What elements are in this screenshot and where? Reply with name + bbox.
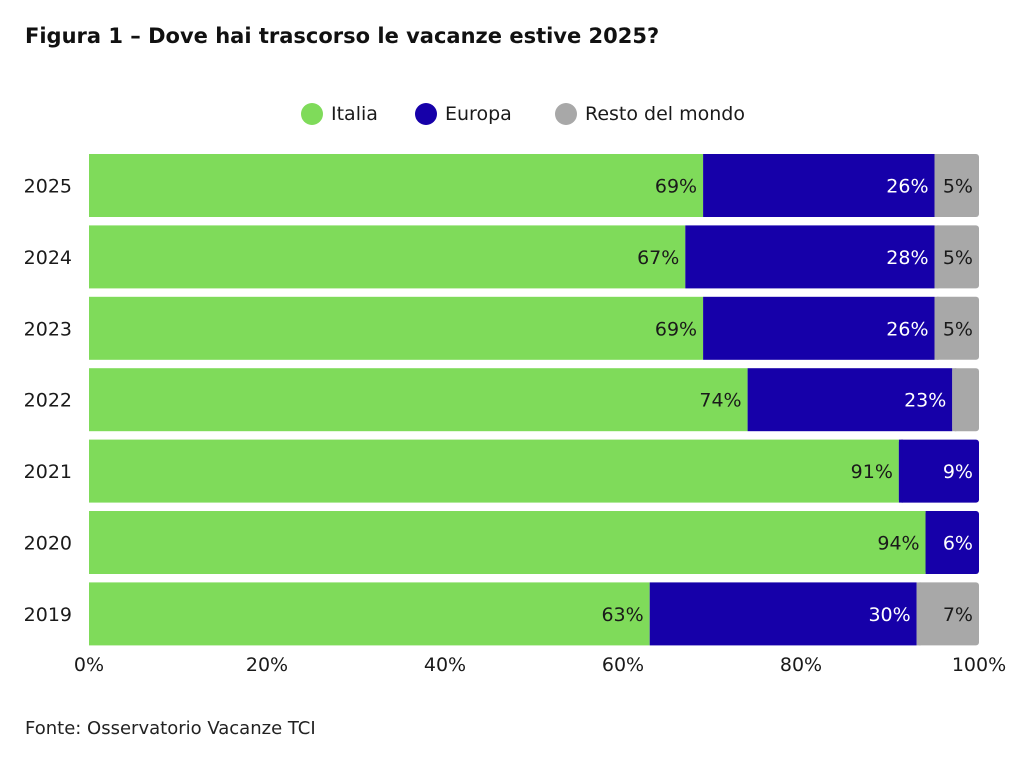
x-axis-ticks: 0% 20% 40% 60% 80% 100% bbox=[74, 654, 1006, 676]
legend-label-italia: Italia bbox=[331, 103, 378, 125]
y-tick-label-2021: 2021 bbox=[24, 461, 72, 483]
bar-2023-resto-del-mondo bbox=[934, 296, 979, 360]
bar-2022-europa bbox=[747, 368, 953, 432]
data-label-2022-italia: 74% bbox=[699, 390, 741, 412]
x-tick-label-3: 60% bbox=[602, 654, 644, 676]
y-axis-labels: 2025 2024 2023 2022 2021 2020 2019 bbox=[24, 176, 72, 626]
y-tick-label-2019: 2019 bbox=[24, 604, 72, 626]
data-label-2021-europa: 9% bbox=[943, 461, 973, 483]
bar-2021-europa bbox=[898, 439, 979, 503]
bar-2021-italia bbox=[89, 439, 899, 503]
bar-2019-resto-del-mondo-edge bbox=[916, 582, 921, 646]
bar-2020-europa-edge bbox=[925, 511, 930, 574]
y-tick-label-2022: 2022 bbox=[24, 390, 72, 412]
source-note: Fonte: Osservatorio Vacanze TCI bbox=[25, 718, 316, 739]
legend-marker-italia bbox=[301, 103, 323, 125]
bar-2024-resto-del-mondo bbox=[934, 225, 979, 289]
data-label-2024-resto-del-mondo: 5% bbox=[943, 247, 973, 269]
data-label-2021-italia: 91% bbox=[851, 461, 893, 483]
legend-label-resto-del-mondo: Resto del mondo bbox=[585, 103, 745, 125]
chart-title: Figura 1 – Dove hai trascorso le vacanze… bbox=[25, 24, 660, 48]
data-label-2023-europa: 26% bbox=[886, 318, 928, 340]
legend-marker-europa bbox=[415, 103, 437, 125]
y-tick-label-2025: 2025 bbox=[24, 176, 72, 198]
data-label-2019-resto-del-mondo: 7% bbox=[943, 604, 973, 626]
bar-2022-resto-del-mondo-edge bbox=[952, 368, 957, 432]
data-label-2020-europa: 6% bbox=[943, 533, 973, 555]
y-tick-label-2024: 2024 bbox=[24, 247, 72, 269]
bar-2024-italia bbox=[89, 225, 686, 289]
bar-2025-italia bbox=[89, 154, 704, 217]
data-label-2024-europa: 28% bbox=[886, 247, 928, 269]
bar-2020-italia bbox=[89, 511, 926, 574]
legend-label-europa: Europa bbox=[445, 103, 512, 125]
bar-2019-europa bbox=[649, 582, 917, 646]
x-tick-label-2: 40% bbox=[424, 654, 466, 676]
legend-marker-resto-del-mondo bbox=[555, 103, 577, 125]
y-tick-label-2020: 2020 bbox=[24, 533, 72, 555]
bar-2025-resto-del-mondo bbox=[934, 154, 979, 217]
x-tick-label-4: 80% bbox=[780, 654, 822, 676]
bar-2019-italia bbox=[89, 582, 650, 646]
data-label-2022-europa: 23% bbox=[904, 390, 946, 412]
data-label-2025-resto-del-mondo: 5% bbox=[943, 176, 973, 198]
bar-2020-europa bbox=[925, 511, 979, 574]
x-tick-label-0: 0% bbox=[74, 654, 104, 676]
bar-2019-resto-del-mondo bbox=[916, 582, 979, 646]
bar-2025-europa bbox=[703, 154, 935, 217]
bar-2022-italia bbox=[89, 368, 748, 432]
x-tick-label-5: 100% bbox=[952, 654, 1006, 676]
data-label-2023-resto-del-mondo: 5% bbox=[943, 318, 973, 340]
bar-2023-resto-del-mondo-edge bbox=[934, 296, 939, 360]
data-label-2020-italia: 94% bbox=[877, 533, 919, 555]
data-label-2019-europa: 30% bbox=[868, 604, 910, 626]
x-tick-label-1: 20% bbox=[246, 654, 288, 676]
data-label-2024-italia: 67% bbox=[637, 247, 679, 269]
data-label-2025-europa: 26% bbox=[886, 176, 928, 198]
data-label-2025-italia: 69% bbox=[655, 176, 697, 198]
y-tick-label-2023: 2023 bbox=[24, 318, 72, 340]
stacked-bar-chart: Italia Europa Resto del mondo 69% 26% 5% 67% 2… bbox=[24, 103, 1006, 676]
data-label-2019-italia: 63% bbox=[601, 604, 643, 626]
bar-2025-resto-del-mondo-edge bbox=[934, 154, 939, 217]
bar-2021-europa-edge bbox=[898, 439, 903, 503]
data-label-2023-italia: 69% bbox=[655, 318, 697, 340]
bar-2022-resto-del-mondo bbox=[952, 368, 979, 432]
bar-2023-italia bbox=[89, 296, 704, 360]
bar-2024-europa bbox=[685, 225, 935, 289]
bar-2023-europa bbox=[703, 296, 935, 360]
bar-2024-resto-del-mondo-edge bbox=[934, 225, 939, 289]
bars-group: 69% 26% 5% 67% 28% 5% 69% 26% 5% 74% 23% 91% 9% 94% 6%… bbox=[89, 154, 979, 646]
legend: Italia Europa Resto del mondo bbox=[301, 103, 745, 125]
